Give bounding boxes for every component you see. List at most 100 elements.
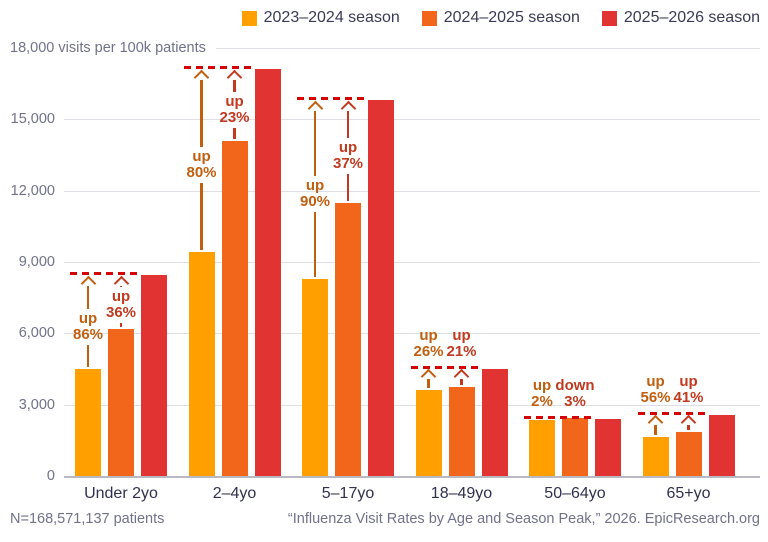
x-axis-label: 50–64yo [544,485,606,502]
peak-dashed-line [410,366,482,369]
arrow-stem [654,425,657,435]
x-axis-label: 65+yo [666,485,711,502]
annotation-arrow [453,368,470,385]
y-tick-label: 0 [46,468,55,484]
bar [481,369,508,476]
sample-size-note: N=168,571,137 patients [10,511,165,527]
x-axis-label: 2–4yo [212,485,257,502]
annotation-up-37-: up 37% [318,101,378,201]
y-axis-max-label: 18,000 visits per 100k patients [10,40,206,56]
y-tick-label: 3,000 [18,396,55,413]
legend-item-label: 2025–2026 season [623,9,760,26]
arrow-up-icon [226,70,243,86]
annotation-up-56-: up 56% [640,373,671,407]
arrow-stem-lower [313,211,317,277]
citation: “Influenza Visit Rates by Age and Season… [287,511,760,527]
arrow-up-icon [647,415,664,431]
annotation-up-90-: up 90% [285,101,345,277]
arrow-stem-lower [86,344,90,367]
arrow-stem-lower [346,173,350,201]
legend-item-label: 2024–2025 season [443,9,580,26]
annotation-up-26-: up 26% [413,327,444,360]
bar [675,432,702,476]
peak-dashed-line [297,97,368,101]
gridline-top [216,48,760,49]
x-axis-label: 18–49yo [430,485,493,502]
bar [302,278,328,476]
legend-item-label: 2023–2024 season [263,9,400,26]
bar [708,415,735,476]
gridline [64,262,760,263]
legend-swatch-icon [421,10,437,26]
arrow-stem [86,286,90,309]
legend-swatch-icon [241,10,257,26]
annotation-up-21-: up 21% [446,327,477,360]
bar [529,420,555,476]
x-axis-label: 5–17yo [321,485,375,502]
arrow-up-icon [340,101,356,117]
y-tick-label: 9,000 [18,254,55,270]
arrow-stem [233,80,236,92]
arrow-stem [460,379,463,385]
bar [141,275,167,476]
legend-item-1: 2024–2025 season [421,9,580,27]
arrow-stem-lower [119,322,123,327]
arrow-stem [200,80,203,148]
peak-dashed-line [524,415,595,419]
bar [642,436,669,476]
annotation-up-36-: up 36% [91,275,151,327]
y-tick-label: 6,000 [18,325,55,342]
annotation-arrow [680,415,697,431]
arrow-stem [346,111,350,138]
legend-swatch-icon [601,10,617,26]
annotation-up-80-: up 80% [172,70,232,251]
bar [108,328,134,476]
arrow-stem-lower [233,127,236,139]
arrow-stem [427,379,430,389]
annotation-up-86-: up 86% [58,275,118,367]
annotation-text-block: up 90% [299,176,331,210]
y-tick-label: 12,000 [10,182,55,199]
arrow-stem [687,425,690,430]
arrow-stem [119,286,123,287]
x-axis-line [64,475,760,478]
annotation-text-block: up 80% [186,148,217,182]
bar [254,69,281,476]
arrow-up-icon [453,368,470,385]
bar [368,100,394,476]
bar [415,390,442,476]
annotation-down-3-: down 3% [555,376,595,410]
y-tick-label: 15,000 [10,111,55,128]
gridline [64,190,760,192]
legend: 2023–2024 season 2024–2025 season 2025–202… [241,9,760,27]
annotation-up-23-: up 23% [205,70,265,139]
gridline [64,404,760,406]
arrow-up-icon [420,368,437,385]
arrow-stem [313,111,317,176]
arrow-up-icon [680,415,697,431]
gridline [64,333,760,335]
annotation-up-2-: up 2% [531,376,553,410]
bar [448,386,475,476]
annotation-arrow [647,415,664,435]
annotation-up-41-: up 41% [673,373,704,407]
legend-item-0: 2023–2024 season [241,9,400,27]
annotation-text-block: up 36% [105,287,137,321]
annotation-text-block: up 23% [219,92,250,126]
bar [335,202,361,476]
peak-dashed-line [637,412,709,416]
bar [221,140,248,476]
bar [562,417,588,476]
x-axis-label: Under 2yo [84,485,158,502]
peak-dashed-line [183,66,255,70]
arrow-stem-lower [200,183,203,251]
bar [75,369,101,476]
legend-item-2: 2025–2026 season [601,9,760,27]
peak-dashed-line [70,272,141,276]
annotation-text-block: up 37% [332,138,364,172]
gridline [64,119,760,121]
annotation-arrow [420,368,437,389]
bar [595,418,621,476]
